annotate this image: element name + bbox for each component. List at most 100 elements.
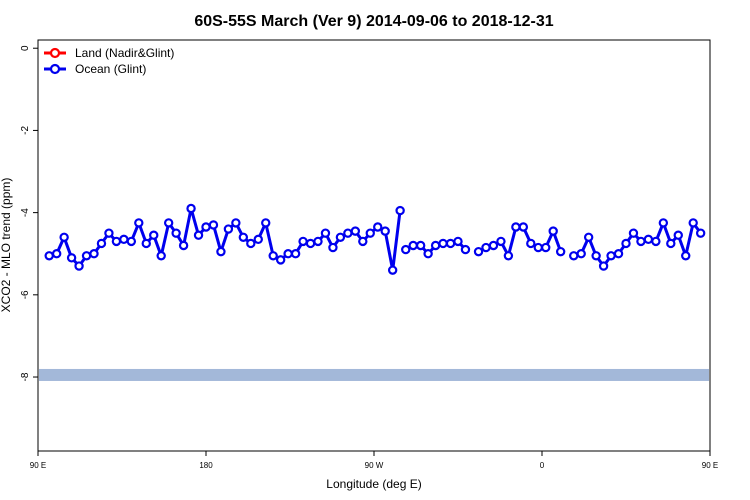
data-point — [358, 236, 368, 247]
data-point — [430, 240, 441, 251]
x-axis-label: Longitude (deg E) — [326, 477, 421, 491]
data-point — [298, 236, 308, 247]
data-point — [583, 232, 594, 242]
data-point — [178, 240, 189, 251]
data-point — [134, 218, 144, 228]
data-point — [171, 228, 181, 238]
data-point — [695, 228, 706, 238]
data-point — [126, 236, 137, 247]
plot-frame — [37, 39, 711, 452]
data-point — [673, 230, 683, 240]
y-axis: 0 -2 -4 -6 -8 — [20, 45, 38, 381]
y-tick-label: 0 — [20, 45, 31, 51]
data-point — [320, 228, 331, 238]
data-point — [518, 222, 529, 232]
data-point — [104, 228, 114, 238]
y-tick-label: -8 — [20, 372, 31, 381]
y-tick-label: -6 — [20, 290, 31, 299]
data-point — [141, 238, 151, 249]
data-point — [261, 218, 271, 228]
data-point — [119, 234, 129, 245]
legend-swatch-marker — [49, 47, 61, 59]
data-point — [201, 222, 211, 232]
legend-swatch-marker — [49, 63, 61, 75]
x-tick-label: 90 E — [702, 461, 718, 470]
data-point — [445, 238, 456, 249]
data-point — [81, 251, 92, 261]
data-point — [268, 251, 278, 261]
data-point — [313, 236, 323, 247]
data-point — [688, 218, 698, 228]
data-point — [387, 265, 398, 275]
series-line — [573, 221, 702, 268]
data-point — [51, 249, 62, 259]
x-tick-label: 180 — [199, 461, 213, 470]
data-point — [643, 234, 654, 245]
x-tick-label: 0 — [540, 461, 545, 470]
data-point — [328, 242, 338, 253]
data-point — [569, 251, 579, 261]
data-point — [59, 232, 69, 242]
data-point — [305, 238, 316, 249]
data-point — [246, 238, 256, 249]
data-point — [423, 249, 433, 259]
data-point — [231, 218, 241, 228]
data-point — [238, 232, 249, 242]
data-point — [555, 246, 566, 257]
data-point — [365, 228, 375, 238]
data-point — [548, 226, 558, 236]
data-point — [401, 244, 411, 255]
data-point — [111, 236, 122, 247]
data-point — [591, 251, 601, 261]
data-point — [460, 244, 471, 255]
data-point — [395, 205, 405, 216]
data-point — [74, 261, 84, 271]
data-point — [598, 261, 609, 271]
data-point — [415, 240, 426, 251]
data-point — [216, 246, 226, 257]
data-point — [186, 203, 196, 214]
y-axis-label: XCO2 - MLO trend (ppm) — [0, 178, 13, 313]
data-point — [636, 236, 646, 247]
data-point — [488, 240, 499, 251]
data-point — [511, 222, 521, 232]
x-tick-label: 90 E — [30, 461, 46, 470]
y-tick-label: -4 — [20, 208, 31, 217]
data-point — [628, 228, 639, 238]
data-point — [208, 220, 219, 230]
data-point — [541, 242, 551, 253]
data-point — [44, 251, 54, 261]
data-point — [283, 249, 293, 259]
series-line — [477, 225, 563, 258]
data-point — [96, 238, 107, 249]
data-point — [89, 249, 99, 259]
data-point — [666, 238, 676, 249]
legend-label: Ocean (Glint) — [75, 62, 146, 76]
data-point — [503, 251, 514, 261]
data-point — [576, 249, 586, 259]
x-tick-label: 90 W — [365, 461, 384, 470]
data-point — [408, 240, 418, 251]
reference-band — [39, 368, 709, 381]
data-point — [481, 242, 491, 253]
data-point — [193, 230, 204, 240]
data-point — [613, 249, 624, 259]
legend: Land (Nadir&Glint) Ocean (Glint) — [44, 46, 174, 76]
chart-title: 60S-55S March (Ver 9) 2014-09-06 to 2018… — [194, 13, 553, 30]
data-point — [149, 230, 159, 240]
data-point — [163, 218, 174, 228]
data-point — [343, 228, 353, 238]
data-point — [473, 246, 484, 257]
data-point — [606, 251, 616, 261]
data-point — [66, 253, 77, 263]
data-point — [533, 242, 543, 253]
data-point — [526, 238, 536, 249]
data-point — [651, 236, 661, 247]
data-point — [681, 251, 691, 261]
data-point — [438, 238, 448, 249]
data-point — [350, 226, 361, 236]
data-point — [380, 226, 390, 236]
data-point — [621, 238, 631, 249]
legend-label: Land (Nadir&Glint) — [75, 46, 174, 60]
